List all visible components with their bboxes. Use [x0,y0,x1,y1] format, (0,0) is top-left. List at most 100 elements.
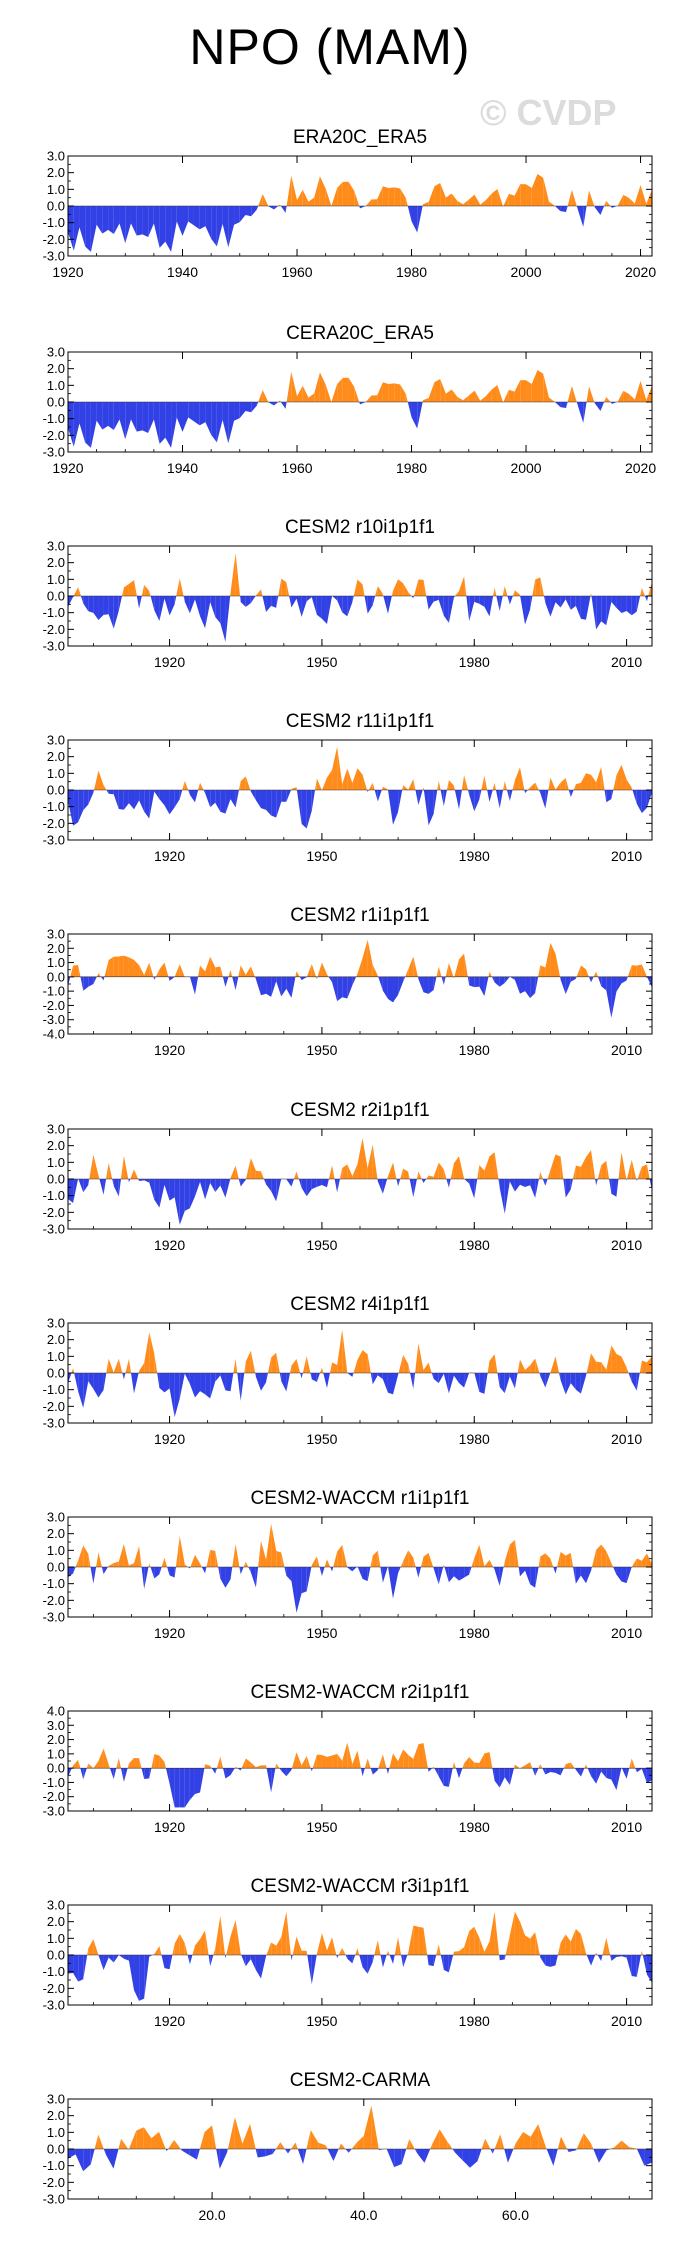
negative-area [194,1373,201,1398]
negative-area [255,1373,256,1377]
negative-area [519,976,526,994]
negative-area [296,596,302,617]
negative-area [411,402,418,429]
positive-area [78,1545,84,1567]
positive-area [525,1762,531,1769]
positive-area [606,1345,612,1373]
negative-area [88,790,94,805]
positive-area [508,389,515,402]
positive-area [164,1557,168,1567]
positive-area [443,1564,444,1567]
negative-area [225,790,231,814]
positive-area [128,2130,137,2149]
positive-area [316,1754,322,1769]
positive-area [357,768,363,790]
positive-area [342,1947,346,1955]
negative-area [565,976,571,995]
negative-area [125,402,131,440]
y-tick-label: 2.0 [47,361,65,376]
y-tick-label: -3.0 [43,445,65,460]
negative-area [165,206,172,252]
x-tick-label: 2010 [611,1042,642,1058]
x-tick-label: 1950 [306,1431,337,1447]
negative-area [367,1955,373,1974]
negative-area [438,596,444,616]
positive-area [316,1933,322,1955]
positive-area [325,384,332,402]
y-tick-label: 2.0 [47,1138,65,1153]
positive-area [438,1944,441,1955]
positive-area [280,2142,285,2149]
positive-area [595,1952,597,1955]
positive-area [445,193,452,206]
positive-area [602,1937,607,1955]
y-tick-label: 3.0 [47,1718,65,1733]
positive-area [520,1765,526,1769]
positive-area [234,2117,243,2149]
negative-area [219,2149,228,2169]
positive-area [200,1563,202,1567]
positive-area [580,1933,586,1955]
negative-area [102,206,109,234]
positive-area [426,1175,429,1179]
positive-area [332,1362,338,1373]
positive-area [194,1938,201,1955]
positive-area [409,2138,415,2149]
positive-area [462,1763,465,1769]
positive-area [174,1934,180,1955]
positive-area [198,965,201,977]
y-tick-label: -2.0 [43,232,65,247]
negative-area [311,1955,317,1985]
positive-area [96,973,99,977]
negative-area [88,596,94,613]
negative-area [611,790,614,800]
positive-area [514,184,521,206]
negative-area [565,596,571,610]
x-tick-label: 1950 [306,2013,337,2029]
positive-area [415,1343,419,1373]
negative-area [238,1179,241,1187]
positive-area [398,1937,402,1955]
positive-area [367,1144,373,1179]
negative-area [347,596,353,617]
positive-area [413,956,418,977]
positive-area [634,184,641,206]
y-tick-label: 2.0 [47,1914,65,1929]
negative-area [440,790,444,807]
negative-area [310,1373,312,1380]
positive-area [159,1946,162,1955]
positive-area [128,1758,135,1769]
positive-area [331,188,338,206]
positive-area [484,1156,490,1179]
positive-area [382,786,388,790]
positive-area [422,786,424,790]
positive-area [394,1937,399,1955]
positive-area [250,966,255,977]
positive-area [474,1762,480,1769]
negative-area [154,790,160,800]
negative-area [545,1768,551,1775]
positive-area [488,971,490,977]
x-tick-label: 2010 [611,1431,642,1447]
positive-area [172,1943,175,1955]
negative-area [171,402,177,448]
negative-area [626,1567,632,1584]
positive-area [453,1951,454,1955]
positive-area [143,2127,152,2149]
negative-area [616,1768,622,1791]
positive-area [464,775,468,790]
positive-area [244,1361,246,1373]
negative-area [169,1373,175,1418]
positive-area [485,193,492,206]
positive-area [281,578,287,596]
negative-area [83,596,89,612]
negative-area [565,1179,571,1198]
negative-area [90,2149,95,2165]
positive-area [348,181,355,206]
positive-area [306,1950,308,1955]
positive-area [443,1564,445,1567]
positive-area [337,1545,343,1567]
positive-area [423,579,427,596]
positive-area [306,1755,311,1769]
chart-title: CESM2-CARMA [290,2070,431,2091]
